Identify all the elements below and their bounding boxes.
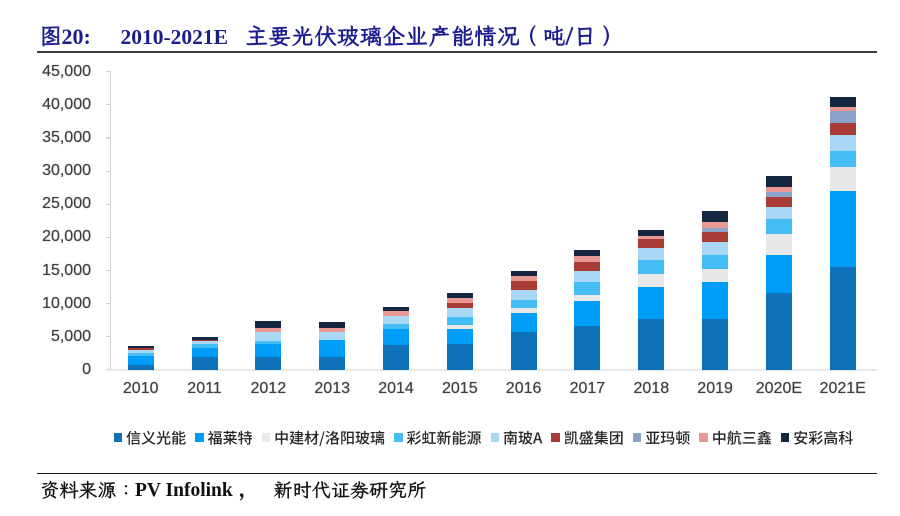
svg-text:PV Infolink: PV Infolink [135, 480, 233, 501]
svg-text:20:: 20: [62, 24, 91, 49]
svg-text:2010-2021E: 2010-2021E [121, 25, 229, 49]
